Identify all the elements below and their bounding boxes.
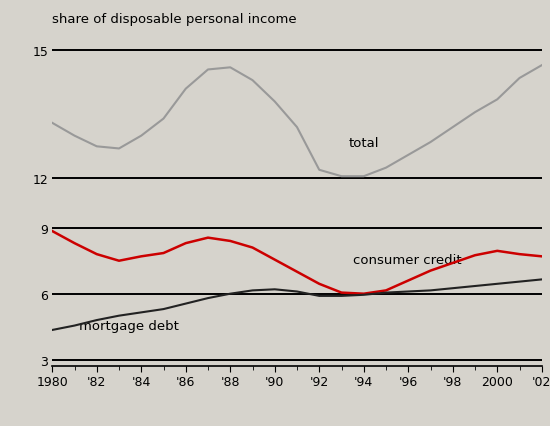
Text: total: total <box>348 136 378 149</box>
Text: mortgage debt: mortgage debt <box>79 320 179 332</box>
Text: consumer credit: consumer credit <box>353 253 461 267</box>
Text: share of disposable personal income: share of disposable personal income <box>52 13 297 26</box>
